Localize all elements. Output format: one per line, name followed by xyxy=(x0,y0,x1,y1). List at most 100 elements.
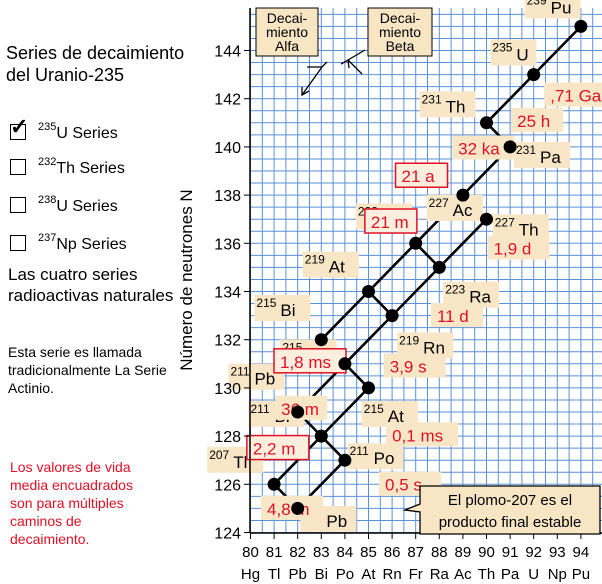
nuclide-mass: 219 xyxy=(305,253,325,267)
half-life: 21 a xyxy=(394,162,449,188)
x-element-symbol: Th xyxy=(478,566,496,583)
half-life: 2,2 m xyxy=(246,434,310,461)
nuclide-mass: 231 xyxy=(422,92,442,106)
series-option-u235[interactable]: ✓ 235U Series xyxy=(10,116,118,144)
mass-number: 235 xyxy=(38,121,57,133)
alpha-legend-line3: Alfa xyxy=(275,38,299,54)
nuclide-symbol: Po xyxy=(374,449,395,468)
nuclide-point xyxy=(385,309,399,323)
nuclide-label: 215 Bi xyxy=(254,294,311,321)
nuclide-mass: 223 xyxy=(445,283,465,297)
y-tick-label: 136 xyxy=(214,236,241,253)
beta-legend-line2: miento xyxy=(379,24,421,40)
half-life-value: 1,8 ms xyxy=(280,353,331,372)
y-tick-label: 126 xyxy=(214,477,241,494)
y-tick-label: 134 xyxy=(214,285,241,302)
final-note-line2: producto final estable xyxy=(439,514,582,531)
half-life-value: 1,9 d xyxy=(494,240,532,259)
x-tick-label: 93 xyxy=(549,544,566,561)
x-tick-label: 80 xyxy=(242,544,259,561)
half-life-value: 0,1 ms xyxy=(392,426,443,445)
nuclide-label: 211 Po xyxy=(347,443,404,470)
nuclide-point xyxy=(338,357,352,371)
chart-axes: 124 126 128 130 132 134 136 138 140 142 144 80 Hg 81 T… xyxy=(214,8,602,583)
checkbox-th232[interactable] xyxy=(10,159,26,175)
x-tick-label: 81 xyxy=(266,544,283,561)
y-tick-label: 130 xyxy=(214,381,241,398)
series-option-u238[interactable]: 238U Series xyxy=(10,190,118,217)
nuclide-mass: 227 xyxy=(429,196,449,210)
series-option-th232[interactable]: 232Th Series xyxy=(10,152,125,179)
nuclide-mass: 211 xyxy=(350,444,369,458)
decay-path xyxy=(485,73,535,124)
decay-path xyxy=(391,266,441,317)
x-tick-label: 84 xyxy=(337,544,354,561)
nuclide-symbol: Ra xyxy=(469,288,491,307)
nuclide-label: 235 U xyxy=(490,39,537,66)
beta-legend-line3: Beta xyxy=(386,38,415,54)
nuclide-mass: 231 xyxy=(516,143,536,157)
nuclide-symbol: Pa xyxy=(540,148,561,167)
y-tick-label: 124 xyxy=(214,526,241,543)
half-life-value: 25 h xyxy=(517,112,550,131)
nuclide-point xyxy=(267,477,281,491)
nuclide-label: 227 Ac xyxy=(426,194,483,221)
beta-legend: Decai- miento Beta xyxy=(367,7,433,57)
x-tick-label: 86 xyxy=(384,544,401,561)
half-life-bg xyxy=(430,303,483,328)
nuclide-label-bg xyxy=(419,91,476,118)
nuclide-point xyxy=(574,19,588,33)
decay-path xyxy=(438,218,488,269)
half-life: 32 ka xyxy=(452,135,515,160)
nuclide-symbol: Pu xyxy=(551,0,572,18)
nuclide-mass: 227 xyxy=(495,215,515,229)
nuclide-mass: 215 xyxy=(256,296,276,310)
nuclide-symbol: Tl xyxy=(233,453,247,472)
mass-number: 232 xyxy=(38,156,57,168)
decay-path xyxy=(532,25,582,76)
nuclide-symbol: Th xyxy=(446,97,466,116)
x-element-symbol: Np xyxy=(548,566,567,583)
half-life-bg xyxy=(511,107,564,132)
nuclide-point xyxy=(503,140,517,154)
x-element-symbol: Pu xyxy=(572,566,590,583)
nuclide-point xyxy=(291,501,305,515)
x-tick-label: 94 xyxy=(573,544,590,561)
half-life-value: 21 m xyxy=(371,213,409,232)
series-option-np237[interactable]: 237Np Series xyxy=(10,228,127,255)
x-tick-label: 92 xyxy=(525,544,542,561)
nuclide-label-bg xyxy=(254,294,311,321)
series-label: U Series xyxy=(56,198,118,215)
half-life-value: 0,5 s xyxy=(385,476,422,495)
series-label: U Series xyxy=(56,125,118,142)
nuclide-symbol: Th xyxy=(519,220,539,239)
nuclide-symbol: Pb xyxy=(254,370,275,389)
nuclide-point xyxy=(527,68,541,82)
y-tick-label: 140 xyxy=(214,140,241,157)
nuclide-symbol: U xyxy=(516,46,528,65)
half-life-bg xyxy=(364,208,418,234)
x-tick-label: 91 xyxy=(502,544,519,561)
x-element-symbol: Tl xyxy=(268,566,281,583)
checkbox-u235[interactable]: ✓ xyxy=(10,116,28,140)
x-element-symbol: Bi xyxy=(315,566,328,583)
checkbox-u238[interactable] xyxy=(10,197,26,213)
checkbox-np237[interactable] xyxy=(10,235,26,251)
nuclide-point xyxy=(480,116,493,130)
nuclide-label-bg xyxy=(426,194,483,221)
nuclide-point xyxy=(409,236,423,250)
x-tick-label: 90 xyxy=(478,544,495,561)
half-life-bg xyxy=(386,422,459,447)
x-tick-label: 88 xyxy=(431,544,448,561)
series-label: Th Series xyxy=(56,160,125,177)
half-life-value: 11 d xyxy=(437,307,469,326)
nuclide-label-bg xyxy=(524,0,581,19)
nuclide-mass: 235 xyxy=(492,41,512,55)
nuclide-label-bg xyxy=(490,39,537,66)
x-element-symbol: Fr xyxy=(409,566,423,583)
y-axis-label: Número de neutrones N xyxy=(177,189,196,370)
half-life: 1,8 ms xyxy=(273,348,347,374)
half-life-value: 21 a xyxy=(402,167,436,186)
nuclide-point xyxy=(362,381,375,395)
